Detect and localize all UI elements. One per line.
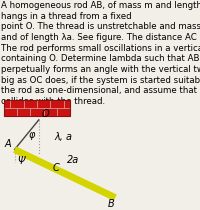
Text: A homogeneous rod AB, of mass m and length 2a,: A homogeneous rod AB, of mass m and leng… <box>1 1 200 10</box>
Text: big as OC does, if the system is started suitably.Treat: big as OC does, if the system is started… <box>1 76 200 85</box>
Text: collides with the thread.: collides with the thread. <box>1 97 105 106</box>
Bar <box>4 100 70 116</box>
Text: hangs in a thread from a fixed: hangs in a thread from a fixed <box>1 12 132 21</box>
Bar <box>4 100 70 116</box>
Text: and of length λa. See figure. The distance AC is 2a/3.: and of length λa. See figure. The distan… <box>1 33 200 42</box>
Text: λ, a: λ, a <box>54 132 72 142</box>
Text: containing O. Determine lambda such that AB: containing O. Determine lambda such that… <box>1 54 200 63</box>
Text: point O. The thread is unstretchable and massless: point O. The thread is unstretchable and… <box>1 22 200 31</box>
Text: The rod performs small oscillations in a vertical plane: The rod performs small oscillations in a… <box>1 44 200 53</box>
Text: φ: φ <box>29 130 35 140</box>
Text: the rod as one-dimensional, and assume that it never: the rod as one-dimensional, and assume t… <box>1 86 200 95</box>
Text: C: C <box>52 163 59 173</box>
Text: Ψ: Ψ <box>17 156 25 166</box>
Text: perpetually forms an angle with the vertical twice as: perpetually forms an angle with the vert… <box>1 65 200 74</box>
Text: O: O <box>41 109 49 119</box>
Text: B: B <box>107 199 114 209</box>
Text: A: A <box>5 139 12 148</box>
Text: 2a: 2a <box>67 155 79 165</box>
